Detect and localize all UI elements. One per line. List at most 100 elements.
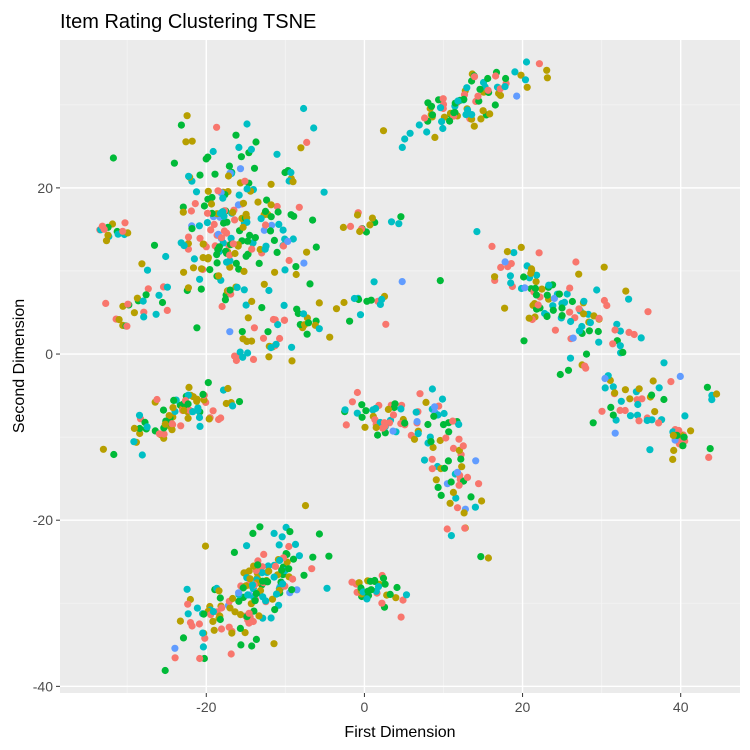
data-point: [279, 242, 288, 250]
data-point: [312, 243, 320, 251]
data-point: [244, 349, 252, 357]
data-point: [598, 407, 606, 415]
data-point: [374, 431, 382, 439]
data-point: [269, 315, 277, 324]
data-point: [299, 310, 308, 318]
data-point: [210, 220, 218, 228]
data-point: [163, 283, 171, 291]
data-point: [237, 641, 245, 649]
data-point: [428, 111, 437, 119]
data-point: [288, 357, 296, 365]
data-point: [378, 599, 386, 607]
data-point: [434, 483, 442, 491]
data-point: [397, 213, 405, 221]
data-point: [479, 107, 487, 115]
data-point: [501, 304, 509, 312]
data-point: [551, 326, 560, 334]
data-point: [356, 311, 365, 319]
data-point: [428, 455, 436, 463]
data-point: [517, 243, 525, 251]
data-point: [161, 420, 169, 428]
data-point: [471, 503, 479, 511]
data-point: [609, 340, 617, 348]
data-point: [250, 164, 259, 172]
plot-panel: [60, 40, 740, 693]
data-point: [239, 223, 247, 231]
data-point: [346, 317, 354, 325]
data-point: [195, 222, 203, 230]
data-point: [444, 457, 452, 465]
data-point: [248, 581, 257, 589]
data-point: [350, 294, 358, 303]
data-point: [236, 624, 244, 633]
data-point: [581, 362, 589, 370]
data-point: [474, 92, 482, 100]
data-point: [550, 294, 559, 302]
data-point: [286, 528, 294, 536]
data-point: [110, 450, 118, 459]
data-point: [256, 523, 264, 531]
data-point: [180, 406, 188, 414]
data-point: [473, 228, 481, 236]
data-point: [303, 138, 311, 146]
data-point: [158, 298, 167, 307]
data-point: [207, 200, 216, 208]
data-point: [267, 344, 275, 352]
data-point: [264, 562, 272, 570]
data-point: [292, 270, 300, 279]
data-point: [445, 428, 453, 436]
data-point: [463, 84, 471, 92]
data-point: [245, 609, 253, 617]
data-point: [348, 578, 356, 586]
data-point: [195, 413, 204, 422]
data-point: [265, 353, 273, 361]
data-point: [251, 597, 259, 605]
data-point: [235, 191, 243, 199]
data-point: [143, 423, 151, 431]
data-point: [290, 212, 298, 220]
data-point: [240, 267, 248, 275]
data-point: [580, 297, 588, 305]
data-point: [611, 326, 619, 334]
data-point: [235, 398, 244, 406]
data-point: [438, 118, 446, 126]
data-point: [680, 433, 688, 441]
data-point: [398, 143, 406, 151]
data-point: [535, 249, 543, 257]
data-point: [188, 137, 196, 145]
data-point: [406, 129, 414, 137]
data-point: [216, 615, 224, 624]
data-point: [196, 654, 204, 663]
data-point: [224, 384, 232, 393]
data-point: [241, 177, 249, 185]
data-point: [521, 76, 530, 84]
data-point: [150, 241, 159, 249]
data-point: [169, 404, 177, 412]
data-point: [130, 309, 138, 317]
data-point: [267, 614, 275, 622]
data-point: [372, 404, 380, 413]
data-point: [655, 419, 663, 427]
data-point: [380, 419, 388, 427]
data-point: [422, 398, 430, 406]
data-point: [205, 415, 213, 423]
data-point: [436, 104, 445, 112]
data-point: [308, 565, 316, 573]
data-point: [453, 504, 462, 512]
data-point: [356, 227, 364, 236]
data-point: [215, 415, 223, 424]
data-point: [703, 383, 712, 391]
data-point: [616, 342, 624, 350]
data-point: [660, 395, 668, 404]
data-point: [342, 421, 350, 429]
data-point: [458, 463, 466, 471]
data-point: [98, 222, 106, 230]
data-point: [454, 97, 462, 105]
data-point: [368, 214, 376, 222]
data-point: [215, 243, 223, 251]
data-point: [381, 580, 389, 588]
data-point: [255, 259, 263, 267]
data-point: [218, 234, 226, 242]
data-point: [460, 95, 468, 103]
data-point: [279, 226, 287, 234]
